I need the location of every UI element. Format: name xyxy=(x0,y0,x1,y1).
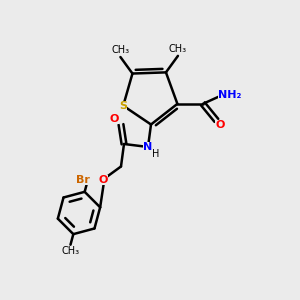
Text: CH₃: CH₃ xyxy=(169,44,187,54)
Text: O: O xyxy=(110,114,119,124)
Text: Br: Br xyxy=(76,175,90,185)
Text: S: S xyxy=(119,101,127,111)
Text: O: O xyxy=(215,120,225,130)
Text: N: N xyxy=(143,142,153,152)
Text: H: H xyxy=(152,149,159,160)
Text: CH₃: CH₃ xyxy=(61,246,80,256)
Text: CH₃: CH₃ xyxy=(111,45,130,56)
Text: O: O xyxy=(98,175,108,185)
Text: NH₂: NH₂ xyxy=(218,90,242,100)
